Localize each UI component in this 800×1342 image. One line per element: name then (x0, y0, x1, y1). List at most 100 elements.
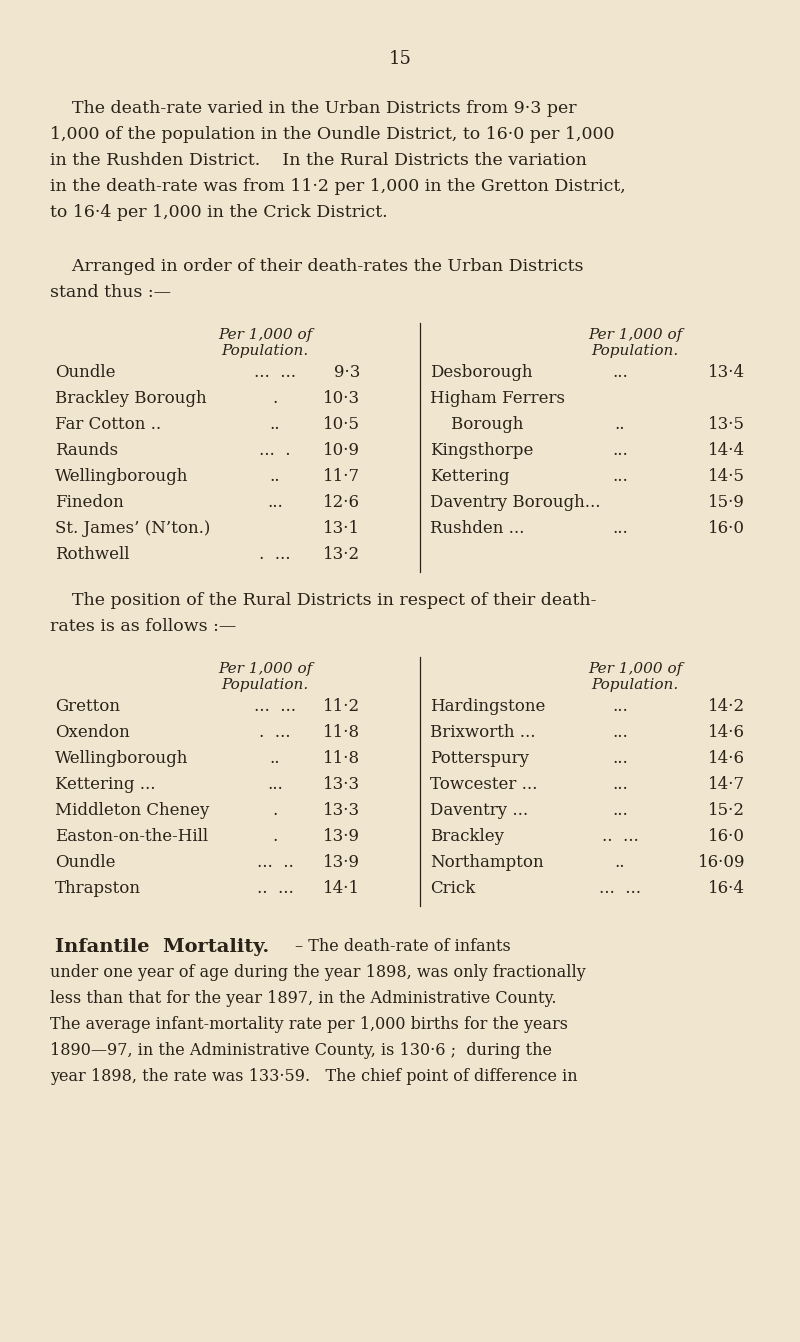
Text: ...: ... (612, 442, 628, 459)
Text: 9·3: 9·3 (334, 364, 360, 381)
Text: stand thus :—: stand thus :— (50, 285, 171, 301)
Text: Easton-on-the-Hill: Easton-on-the-Hill (55, 828, 208, 845)
Text: Higham Ferrers: Higham Ferrers (430, 391, 565, 407)
Text: 13·1: 13·1 (323, 519, 360, 537)
Text: Oundle: Oundle (55, 854, 115, 871)
Text: The average infant-mortality rate per 1,000 births for the years: The average infant-mortality rate per 1,… (50, 1016, 568, 1033)
Text: Raunds: Raunds (55, 442, 118, 459)
Text: 13·9: 13·9 (323, 828, 360, 845)
Text: Population.: Population. (591, 344, 678, 358)
Text: The position of the Rural Districts in respect of their death-: The position of the Rural Districts in r… (50, 592, 597, 609)
Text: Thrapston: Thrapston (55, 880, 141, 896)
Text: rates is as follows :—: rates is as follows :— (50, 619, 236, 635)
Text: ...: ... (612, 776, 628, 793)
Text: Hardingstone: Hardingstone (430, 698, 546, 715)
Text: ...  ...: ... ... (599, 880, 641, 896)
Text: Towcester ...: Towcester ... (430, 776, 538, 793)
Text: to 16·4 per 1,000 in the Crick District.: to 16·4 per 1,000 in the Crick District. (50, 204, 388, 221)
Text: ...  ...: ... ... (254, 698, 296, 715)
Text: .: . (272, 803, 278, 819)
Text: 14·4: 14·4 (708, 442, 745, 459)
Text: 13·4: 13·4 (708, 364, 745, 381)
Text: Kingsthorpe: Kingsthorpe (430, 442, 534, 459)
Text: 1,000 of the population in the Oundle District, to 16·0 per 1,000: 1,000 of the population in the Oundle Di… (50, 126, 614, 144)
Text: .  ...: . ... (259, 546, 290, 564)
Text: ...: ... (267, 776, 283, 793)
Text: 1890—97, in the Administrative County, is 130·6 ;  during the: 1890—97, in the Administrative County, i… (50, 1041, 552, 1059)
Text: 16·0: 16·0 (708, 519, 745, 537)
Text: 11·2: 11·2 (323, 698, 360, 715)
Text: Rushden ...: Rushden ... (430, 519, 524, 537)
Text: 16·09: 16·09 (698, 854, 745, 871)
Text: 15·2: 15·2 (708, 803, 745, 819)
Text: Rothwell: Rothwell (55, 546, 130, 564)
Text: Middleton Cheney: Middleton Cheney (55, 803, 210, 819)
Text: ..: .. (270, 750, 280, 768)
Text: ...  .: ... . (259, 442, 290, 459)
Text: ..  ...: .. ... (257, 880, 294, 896)
Text: in the death-rate was from 11·2 per 1,000 in the Gretton District,: in the death-rate was from 11·2 per 1,00… (50, 178, 626, 195)
Text: Arranged in order of their death-rates the Urban Districts: Arranged in order of their death-rates t… (50, 258, 583, 275)
Text: Kettering ...: Kettering ... (55, 776, 155, 793)
Text: The death-rate varied in the Urban Districts from 9·3 per: The death-rate varied in the Urban Distr… (50, 101, 577, 117)
Text: .: . (272, 391, 278, 407)
Text: under one year of age during the year 1898, was only fractionally: under one year of age during the year 18… (50, 964, 586, 981)
Text: Population.: Population. (222, 678, 309, 692)
Text: ...  ...: ... ... (254, 364, 296, 381)
Text: 10·3: 10·3 (323, 391, 360, 407)
Text: 14·2: 14·2 (708, 698, 745, 715)
Text: .  ...: . ... (259, 723, 290, 741)
Text: year 1898, the rate was 133·59.   The chief point of difference in: year 1898, the rate was 133·59. The chie… (50, 1068, 578, 1084)
Text: Per 1,000 of: Per 1,000 of (588, 662, 682, 676)
Text: ...  ..: ... .. (257, 854, 294, 871)
Text: ...: ... (612, 723, 628, 741)
Text: – The death-rate of infants: – The death-rate of infants (295, 938, 510, 956)
Text: Crick: Crick (430, 880, 475, 896)
Text: ..  ...: .. ... (602, 828, 638, 845)
Text: 11·8: 11·8 (323, 750, 360, 768)
Text: less than that for the year 1897, in the Administrative County.: less than that for the year 1897, in the… (50, 990, 557, 1006)
Text: Desborough: Desborough (430, 364, 533, 381)
Text: ..: .. (614, 854, 626, 871)
Text: 16·0: 16·0 (708, 828, 745, 845)
Text: Infantile  Mortality.: Infantile Mortality. (55, 938, 270, 956)
Text: Daventry Borough...: Daventry Borough... (430, 494, 601, 511)
Text: ...: ... (612, 698, 628, 715)
Text: ...: ... (267, 494, 283, 511)
Text: Far Cotton ..: Far Cotton .. (55, 416, 161, 433)
Text: Wellingborough: Wellingborough (55, 468, 188, 484)
Text: 10·9: 10·9 (323, 442, 360, 459)
Text: 12·6: 12·6 (323, 494, 360, 511)
Text: ...: ... (612, 519, 628, 537)
Text: Wellingborough: Wellingborough (55, 750, 188, 768)
Text: ...: ... (612, 468, 628, 484)
Text: 13·2: 13·2 (323, 546, 360, 564)
Text: Oundle: Oundle (55, 364, 115, 381)
Text: Brackley Borough: Brackley Borough (55, 391, 206, 407)
Text: Northampton: Northampton (430, 854, 544, 871)
Text: 15·9: 15·9 (708, 494, 745, 511)
Text: Brackley: Brackley (430, 828, 504, 845)
Text: ...: ... (612, 364, 628, 381)
Text: 13·3: 13·3 (323, 776, 360, 793)
Text: Gretton: Gretton (55, 698, 120, 715)
Text: 11·8: 11·8 (323, 723, 360, 741)
Text: 10·5: 10·5 (323, 416, 360, 433)
Text: Potterspury: Potterspury (430, 750, 529, 768)
Text: in the Rushden District.    In the Rural Districts the variation: in the Rushden District. In the Rural Di… (50, 152, 587, 169)
Text: ...: ... (612, 750, 628, 768)
Text: ..: .. (270, 416, 280, 433)
Text: Finedon: Finedon (55, 494, 124, 511)
Text: St. James’ (N’ton.): St. James’ (N’ton.) (55, 519, 210, 537)
Text: Population.: Population. (222, 344, 309, 358)
Text: ..: .. (614, 416, 626, 433)
Text: 15: 15 (389, 50, 411, 68)
Text: 16·4: 16·4 (708, 880, 745, 896)
Text: 13·3: 13·3 (323, 803, 360, 819)
Text: 13·5: 13·5 (708, 416, 745, 433)
Text: .: . (272, 828, 278, 845)
Text: 14·7: 14·7 (708, 776, 745, 793)
Text: ...: ... (612, 803, 628, 819)
Text: 14·1: 14·1 (323, 880, 360, 896)
Text: Daventry ...: Daventry ... (430, 803, 528, 819)
